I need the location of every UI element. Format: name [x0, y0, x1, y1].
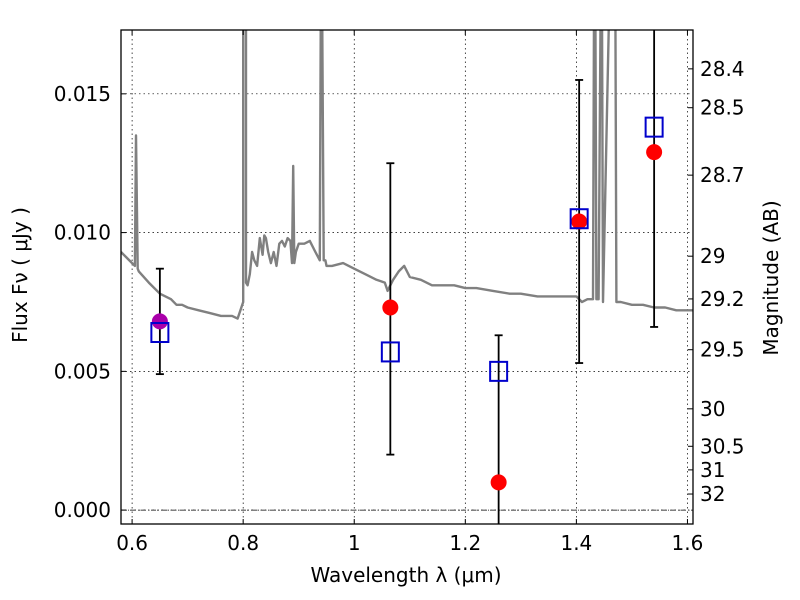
right-tick-label: 28.4: [700, 57, 745, 81]
model-spectrum-line: [121, 30, 693, 320]
observed-point: [489, 360, 509, 382]
x-axis-label: Wavelength λ (μm): [310, 563, 501, 587]
model-point: [382, 299, 399, 316]
observed-point: [569, 208, 589, 230]
right-tick-label: 32: [700, 482, 725, 506]
model-point: [151, 313, 168, 330]
right-tick-label: 30.5: [700, 434, 745, 458]
observed-point: [150, 322, 170, 344]
x-tick-label: 1.6: [672, 531, 704, 555]
plot-frame: [120, 29, 694, 525]
right-tick-label: 29.5: [700, 338, 745, 362]
model-point: [646, 144, 663, 161]
observed-point: [380, 341, 400, 363]
y-tick-label: 0.015: [54, 82, 111, 106]
y-tick-label: 0.005: [54, 359, 111, 383]
y-tick-label: 0.000: [54, 498, 111, 522]
model-point: [490, 474, 507, 491]
right-tick-label: 29: [700, 244, 725, 268]
error-bars: [155, 30, 659, 524]
right-axis-label: Magnitude (AB): [759, 200, 783, 355]
axis-ticks: 0.6 0.8 1 1.2 1.4 1.6 0.000 0.005 0.010 0.015 28.4…: [54, 30, 745, 555]
right-tick-label: 29.2: [700, 287, 745, 311]
observed-point: [644, 116, 664, 138]
x-tick-label: 1.4: [560, 531, 592, 555]
data-markers: [150, 116, 664, 491]
model-point: [571, 213, 588, 230]
right-tick-label: 30: [700, 397, 725, 421]
x-tick-label: 0.8: [227, 531, 259, 555]
y-tick-label: 0.010: [54, 221, 111, 245]
x-tick-label: 1: [348, 531, 361, 555]
right-tick-label: 31: [700, 458, 725, 482]
y-axis-label: Flux Fν ( μJy ): [8, 207, 32, 343]
right-tick-label: 28.7: [700, 163, 745, 187]
x-tick-label: 1.2: [449, 531, 481, 555]
x-tick-label: 0.6: [116, 531, 148, 555]
right-tick-label: 28.5: [700, 96, 745, 120]
model-spectrum: [121, 30, 693, 320]
